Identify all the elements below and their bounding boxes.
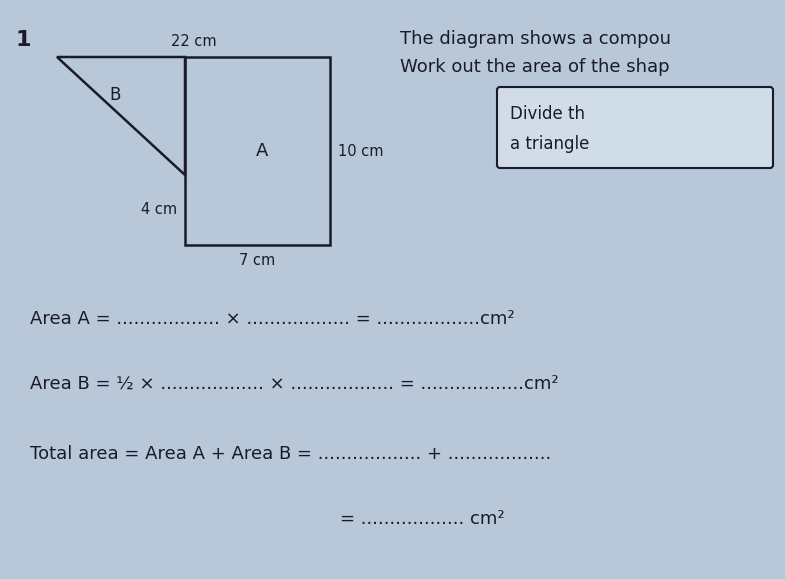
Text: 10 cm: 10 cm [338, 144, 384, 159]
Text: Area A = .................. × .................. = ..................cm²: Area A = .................. × ..........… [30, 310, 515, 328]
Text: 22 cm: 22 cm [170, 34, 217, 49]
Text: A: A [257, 142, 268, 160]
Text: = .................. cm²: = .................. cm² [340, 510, 505, 528]
Text: 7 cm: 7 cm [239, 253, 276, 268]
Text: 4 cm: 4 cm [141, 203, 177, 218]
Text: Divide th: Divide th [510, 105, 585, 123]
FancyBboxPatch shape [497, 87, 773, 168]
Text: 1: 1 [15, 30, 31, 50]
Text: a triangle: a triangle [510, 135, 590, 153]
Text: Area B = ½ × .................. × .................. = ..................cm²: Area B = ½ × .................. × ......… [30, 375, 559, 393]
Text: Total area = Area A + Area B = .................. + ..................: Total area = Area A + Area B = .........… [30, 445, 551, 463]
Text: The diagram shows a compou: The diagram shows a compou [400, 30, 671, 48]
Text: B: B [109, 86, 120, 104]
Text: Work out the area of the shap: Work out the area of the shap [400, 58, 670, 76]
